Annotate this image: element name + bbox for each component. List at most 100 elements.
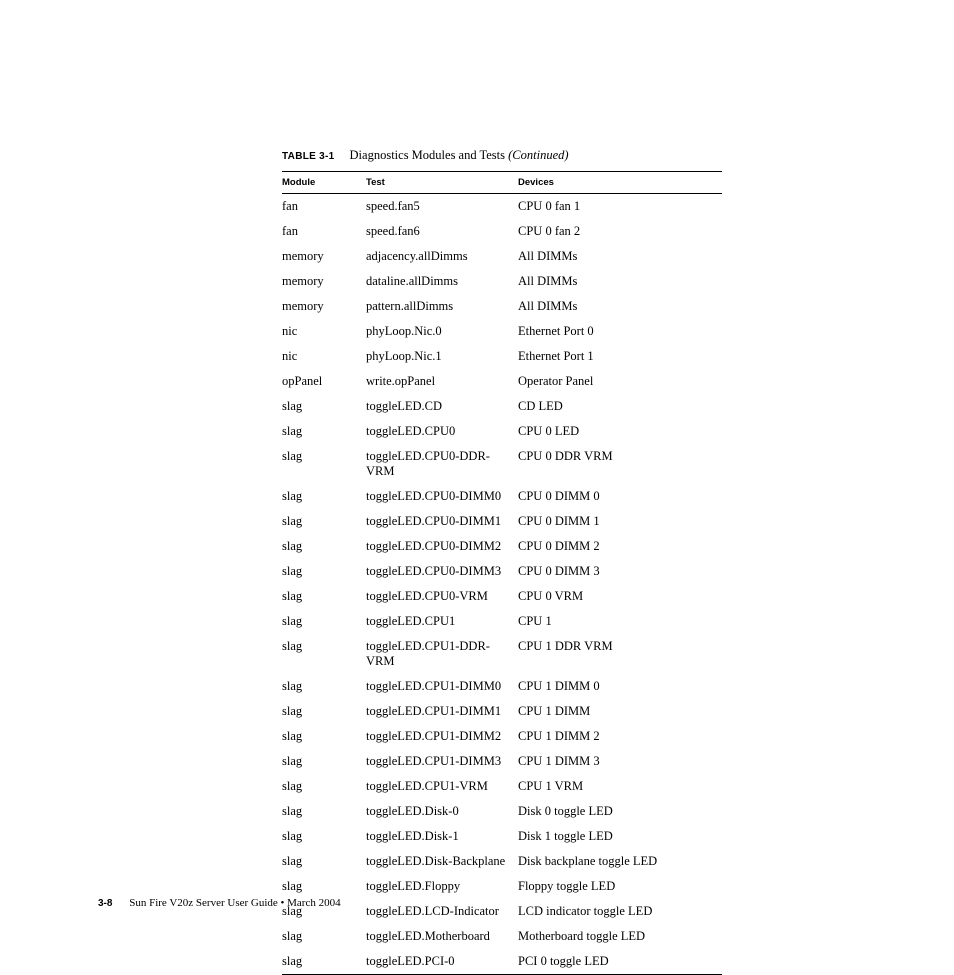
cell-module: memory (282, 244, 366, 269)
table-row: slagtoggleLED.CPU0CPU 0 LED (282, 419, 722, 444)
content-area: TABLE 3-1 Diagnostics Modules and Tests … (282, 148, 722, 975)
cell-devices: CPU 1 DIMM 2 (518, 724, 722, 749)
cell-devices: Disk 1 toggle LED (518, 824, 722, 849)
cell-module: slag (282, 799, 366, 824)
cell-devices: Ethernet Port 0 (518, 319, 722, 344)
footer-text: Sun Fire V20z Server User Guide • March … (129, 897, 340, 909)
cell-module: fan (282, 194, 366, 220)
cell-module: slag (282, 674, 366, 699)
table-row: slagtoggleLED.CPU1-DIMM1CPU 1 DIMM (282, 699, 722, 724)
cell-test: speed.fan6 (366, 219, 518, 244)
cell-devices: CPU 1 DIMM (518, 699, 722, 724)
cell-devices: CPU 0 DDR VRM (518, 444, 722, 484)
cell-test: toggleLED.Floppy (366, 874, 518, 899)
page-footer: 3-8 Sun Fire V20z Server User Guide • Ma… (98, 897, 341, 909)
table-title-suffix: (Continued) (508, 148, 568, 162)
cell-test: toggleLED.CPU1-DIMM3 (366, 749, 518, 774)
cell-test: toggleLED.Motherboard (366, 924, 518, 949)
table-row: slagtoggleLED.CPU1-VRMCPU 1 VRM (282, 774, 722, 799)
table-row: slagtoggleLED.FloppyFloppy toggle LED (282, 874, 722, 899)
cell-test: adjacency.allDimms (366, 244, 518, 269)
table-row: slagtoggleLED.CPU1-DIMM3CPU 1 DIMM 3 (282, 749, 722, 774)
cell-devices: CPU 1 DIMM 0 (518, 674, 722, 699)
cell-module: fan (282, 219, 366, 244)
cell-test: toggleLED.CPU0 (366, 419, 518, 444)
cell-module: slag (282, 874, 366, 899)
table-row: slagtoggleLED.CPU0-DIMM2CPU 0 DIMM 2 (282, 534, 722, 559)
cell-devices: Ethernet Port 1 (518, 344, 722, 369)
cell-module: memory (282, 269, 366, 294)
table-row: slagtoggleLED.PCI-0PCI 0 toggle LED (282, 949, 722, 975)
footer-page-number: 3-8 (98, 898, 112, 909)
cell-devices: Disk backplane toggle LED (518, 849, 722, 874)
cell-devices: PCI 0 toggle LED (518, 949, 722, 975)
cell-module: slag (282, 774, 366, 799)
cell-test: toggleLED.CPU1-DIMM0 (366, 674, 518, 699)
cell-module: memory (282, 294, 366, 319)
cell-devices: CPU 1 DIMM 3 (518, 749, 722, 774)
cell-devices: CPU 0 DIMM 2 (518, 534, 722, 559)
table-row: memoryadjacency.allDimmsAll DIMMs (282, 244, 722, 269)
document-page: TABLE 3-1 Diagnostics Modules and Tests … (0, 0, 954, 954)
cell-module: slag (282, 634, 366, 674)
table-row: slagtoggleLED.CPU0-DIMM3CPU 0 DIMM 3 (282, 559, 722, 584)
cell-devices: CPU 0 DIMM 3 (518, 559, 722, 584)
table-row: slagtoggleLED.Disk-1Disk 1 toggle LED (282, 824, 722, 849)
table-row: memorydataline.allDimmsAll DIMMs (282, 269, 722, 294)
cell-module: slag (282, 949, 366, 975)
cell-module: slag (282, 584, 366, 609)
table-row: slagtoggleLED.CPU0-DIMM0CPU 0 DIMM 0 (282, 484, 722, 509)
cell-test: toggleLED.CPU0-DIMM3 (366, 559, 518, 584)
cell-module: nic (282, 344, 366, 369)
cell-module: nic (282, 319, 366, 344)
cell-devices: All DIMMs (518, 269, 722, 294)
cell-test: toggleLED.PCI-0 (366, 949, 518, 975)
cell-module: slag (282, 559, 366, 584)
cell-module: slag (282, 444, 366, 484)
table-title-text: Diagnostics Modules and Tests (350, 148, 505, 162)
table-row: slagtoggleLED.CPU1CPU 1 (282, 609, 722, 634)
cell-devices: All DIMMs (518, 294, 722, 319)
table-label: TABLE 3-1 (282, 151, 335, 162)
table-row: slagtoggleLED.Disk-0Disk 0 toggle LED (282, 799, 722, 824)
cell-test: toggleLED.CPU1 (366, 609, 518, 634)
cell-test: phyLoop.Nic.0 (366, 319, 518, 344)
cell-test: toggleLED.CPU0-DIMM0 (366, 484, 518, 509)
cell-devices: CPU 0 VRM (518, 584, 722, 609)
cell-module: slag (282, 484, 366, 509)
table-row: slagtoggleLED.CDCD LED (282, 394, 722, 419)
table-row: opPanelwrite.opPanelOperator Panel (282, 369, 722, 394)
table-row: slagtoggleLED.CPU1-DIMM2CPU 1 DIMM 2 (282, 724, 722, 749)
table-row: slagtoggleLED.Disk-BackplaneDisk backpla… (282, 849, 722, 874)
cell-devices: Floppy toggle LED (518, 874, 722, 899)
cell-test: toggleLED.LCD-Indicator (366, 899, 518, 924)
cell-test: pattern.allDimms (366, 294, 518, 319)
cell-test: toggleLED.CD (366, 394, 518, 419)
table-body: fanspeed.fan5CPU 0 fan 1fanspeed.fan6CPU… (282, 194, 722, 975)
cell-test: toggleLED.CPU1-DIMM1 (366, 699, 518, 724)
cell-devices: All DIMMs (518, 244, 722, 269)
cell-module: slag (282, 609, 366, 634)
cell-test: toggleLED.CPU1-VRM (366, 774, 518, 799)
cell-test: toggleLED.CPU0-VRM (366, 584, 518, 609)
cell-module: slag (282, 849, 366, 874)
table-row: nicphyLoop.Nic.0Ethernet Port 0 (282, 319, 722, 344)
cell-module: slag (282, 699, 366, 724)
table-row: slagtoggleLED.CPU0-DIMM1CPU 0 DIMM 1 (282, 509, 722, 534)
table-row: fanspeed.fan6CPU 0 fan 2 (282, 219, 722, 244)
cell-test: toggleLED.Disk-1 (366, 824, 518, 849)
cell-test: phyLoop.Nic.1 (366, 344, 518, 369)
cell-module: slag (282, 534, 366, 559)
cell-devices: Disk 0 toggle LED (518, 799, 722, 824)
cell-module: opPanel (282, 369, 366, 394)
table-row: fanspeed.fan5CPU 0 fan 1 (282, 194, 722, 220)
cell-test: toggleLED.Disk-0 (366, 799, 518, 824)
table-row: slagtoggleLED.LCD-IndicatorLCD indicator… (282, 899, 722, 924)
cell-module: slag (282, 749, 366, 774)
table-header-row: Module Test Devices (282, 172, 722, 194)
cell-devices: CPU 0 LED (518, 419, 722, 444)
cell-devices: CPU 0 fan 1 (518, 194, 722, 220)
cell-module: slag (282, 394, 366, 419)
table-row: nicphyLoop.Nic.1Ethernet Port 1 (282, 344, 722, 369)
col-header-test: Test (366, 172, 518, 194)
